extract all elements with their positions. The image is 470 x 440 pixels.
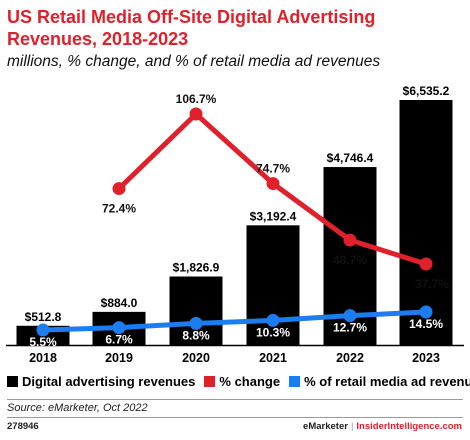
legend-swatch-revenues (7, 376, 18, 387)
share-point-2020 (189, 316, 203, 330)
legend-item-share: % of retail media ad revenues (289, 374, 470, 389)
source-divider-bottom (7, 417, 463, 418)
brand-emarketer: eMarketer (303, 421, 348, 432)
legend-label-share: % of retail media ad revenues (304, 374, 470, 389)
brand-footer: eMarketer | InsiderIntelligence.com (303, 421, 462, 432)
share-label-2023: 14.5% (409, 317, 443, 331)
share-point-2021 (266, 313, 280, 327)
x-tick-2020: 2020 (182, 351, 210, 365)
chart-subtitle: millions, % change, and % of retail medi… (7, 53, 381, 70)
share-point-2023 (419, 305, 433, 319)
pct-change-point-2020 (189, 107, 203, 121)
chart-title: US Retail Media Off-Site Digital Adverti… (7, 7, 376, 49)
legend-swatch-share (289, 376, 301, 387)
pct-change-label-2020: 106.7% (176, 92, 217, 106)
legend: Digital advertising revenues % change % … (7, 374, 470, 389)
brand-separator: | (350, 421, 354, 432)
legend-label-pct-change: % change (219, 374, 281, 389)
share-point-2019 (112, 321, 126, 335)
bar-2020 (169, 276, 223, 345)
legend-label-revenues: Digital advertising revenues (22, 374, 196, 389)
pct-change-label-2023: 37.7% (415, 277, 449, 291)
bar-label-2018: $512.8 (25, 310, 62, 324)
source-note: Source: eMarketer, Oct 2022 (7, 402, 148, 414)
bar-label-2020: $1,826.9 (173, 261, 220, 275)
legend-item-revenues: Digital advertising revenues (7, 374, 195, 389)
pct-change-label-2019: 72.4% (102, 202, 136, 216)
share-label-2022: 12.7% (333, 321, 367, 335)
x-tick-2022: 2022 (336, 351, 364, 365)
chart-id: 278946 (7, 421, 39, 432)
share-point-2018 (36, 323, 50, 337)
bar-label-2021: $3,192.4 (250, 209, 297, 223)
pct-change-point-2022 (343, 233, 357, 247)
share-label-2020: 8.8% (182, 328, 210, 342)
share-line (40, 309, 429, 333)
pct-change-point-2023 (419, 257, 433, 271)
x-tick-2023: 2023 (412, 351, 440, 365)
bar-label-2019: $884.0 (101, 296, 138, 310)
pct-change-point-2021 (266, 177, 280, 191)
legend-swatch-pct-change (204, 376, 216, 387)
share-label-2018: 5.5% (29, 335, 57, 349)
x-tick-2019: 2019 (105, 351, 133, 365)
brand-insider-intelligence: InsiderIntelligence.com (356, 421, 462, 432)
x-tick-2021: 2021 (259, 351, 287, 365)
x-tick-2018: 2018 (29, 351, 57, 365)
legend-item-pct-change: % change (204, 374, 280, 389)
share-point-2022 (343, 309, 357, 323)
share-label-2021: 10.3% (256, 325, 290, 339)
bar-label-2022: $4,746.4 (327, 151, 374, 165)
pct-change-label-2021: 74.7% (256, 162, 290, 176)
source-divider-top (7, 399, 463, 400)
bar-label-2023: $6,535.2 (403, 84, 450, 98)
bar-2023 (399, 100, 453, 345)
chart-plot: $512.8 $884.0 $1,826.9 $3,192.4 $4,746.4 $6,5… (6, 84, 464, 365)
share-label-2019: 6.7% (105, 333, 133, 347)
pct-change-label-2022: 48.7% (333, 253, 367, 267)
pct-change-point-2019 (112, 182, 126, 196)
